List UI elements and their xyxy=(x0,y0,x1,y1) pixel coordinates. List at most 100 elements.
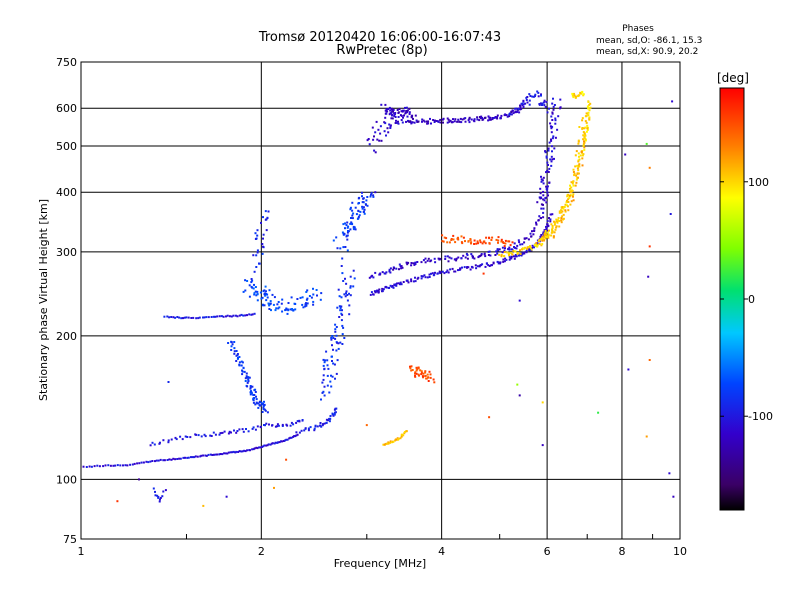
data-point xyxy=(388,270,391,273)
data-point xyxy=(254,428,257,431)
data-point xyxy=(405,120,407,123)
data-point xyxy=(352,269,355,272)
data-point xyxy=(277,441,280,444)
data-point xyxy=(205,454,208,457)
data-point xyxy=(588,103,591,106)
data-point xyxy=(192,316,195,319)
data-point xyxy=(149,444,152,447)
data-point xyxy=(394,112,397,114)
data-point xyxy=(242,314,245,317)
data-point xyxy=(469,268,472,271)
data-point xyxy=(166,459,169,461)
data-point xyxy=(448,241,451,244)
data-point xyxy=(532,233,535,236)
data-point xyxy=(459,267,462,270)
data-point xyxy=(306,289,309,292)
data-point xyxy=(588,109,591,112)
data-point xyxy=(576,95,579,98)
data-point xyxy=(391,107,393,110)
data-point xyxy=(518,299,521,302)
data-point xyxy=(187,316,190,319)
data-point xyxy=(250,313,253,316)
data-point xyxy=(537,91,540,94)
data-point xyxy=(388,106,391,109)
data-point xyxy=(542,182,545,185)
data-point xyxy=(470,242,472,245)
data-point xyxy=(255,395,257,398)
data-point xyxy=(289,424,292,427)
data-point xyxy=(566,199,568,202)
data-point xyxy=(254,388,257,391)
data-point xyxy=(573,174,576,177)
data-point xyxy=(343,337,346,339)
data-point xyxy=(531,247,534,249)
data-point xyxy=(382,288,385,291)
data-point xyxy=(554,119,557,122)
data-point xyxy=(568,194,571,197)
data-point xyxy=(542,235,545,238)
data-point xyxy=(545,185,548,188)
data-point xyxy=(414,280,417,283)
data-point xyxy=(322,358,325,361)
data-point xyxy=(351,214,354,217)
data-point xyxy=(540,94,542,97)
data-point xyxy=(290,436,293,439)
data-point xyxy=(393,115,396,117)
data-point xyxy=(437,120,440,123)
data-point xyxy=(298,431,301,434)
data-point xyxy=(582,134,585,137)
data-point xyxy=(506,251,509,254)
data-point xyxy=(248,376,251,379)
data-point xyxy=(154,490,156,493)
data-point xyxy=(579,92,582,95)
x-tick-label: 8 xyxy=(618,545,625,558)
data-point xyxy=(554,122,557,125)
data-point xyxy=(512,112,515,115)
data-point xyxy=(429,260,432,263)
data-point xyxy=(550,115,553,118)
data-point xyxy=(138,478,140,481)
data-point xyxy=(264,285,267,288)
data-point xyxy=(545,171,547,174)
data-point xyxy=(586,124,589,127)
data-point xyxy=(166,315,169,318)
data-point xyxy=(262,245,264,248)
data-point xyxy=(433,381,436,384)
data-point xyxy=(545,225,547,228)
data-point xyxy=(577,164,580,167)
data-point xyxy=(582,144,585,147)
data-point xyxy=(496,117,499,120)
data-point xyxy=(534,244,537,246)
data-point xyxy=(305,304,308,307)
data-point xyxy=(202,316,204,319)
data-point xyxy=(488,237,491,240)
data-point xyxy=(578,155,580,158)
data-point xyxy=(516,110,519,113)
data-point xyxy=(491,236,494,239)
data-point xyxy=(331,375,334,378)
data-point xyxy=(508,240,511,243)
data-point xyxy=(470,118,473,121)
chart-subtitle: RwPretec (8p) xyxy=(336,43,427,58)
data-point xyxy=(262,404,265,407)
data-point xyxy=(406,263,409,266)
data-point xyxy=(555,226,558,229)
data-point xyxy=(262,233,265,236)
data-point xyxy=(543,199,546,202)
data-point xyxy=(577,142,580,145)
data-point xyxy=(484,265,487,268)
data-point xyxy=(261,411,264,413)
data-point xyxy=(235,431,238,434)
data-point xyxy=(354,206,357,209)
data-point xyxy=(400,265,403,268)
data-point xyxy=(242,430,245,433)
data-point xyxy=(406,279,409,282)
data-point xyxy=(402,109,405,112)
data-point xyxy=(544,150,547,153)
data-point xyxy=(405,106,408,109)
data-point xyxy=(351,209,354,212)
data-point xyxy=(153,443,156,446)
y-tick-label: 300 xyxy=(56,246,77,259)
data-point xyxy=(648,245,651,248)
data-point xyxy=(362,206,365,209)
